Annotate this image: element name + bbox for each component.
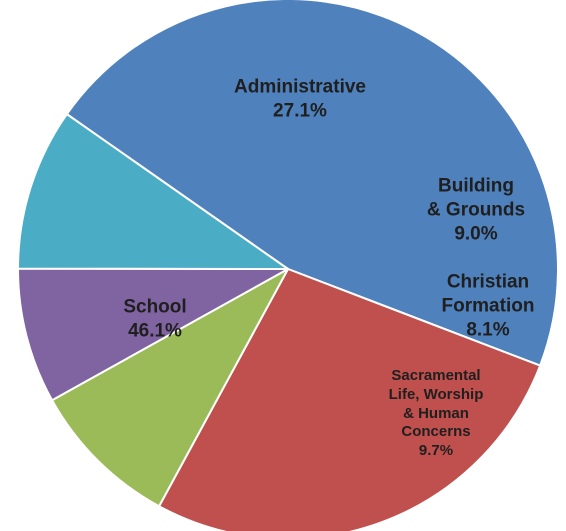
slice-label-christian-formation: Christian Formation 8.1% xyxy=(442,270,535,341)
slice-label-value: 27.1% xyxy=(273,100,327,121)
slice-label-value: 8.1% xyxy=(466,318,510,340)
slice-label-name-line: Building xyxy=(438,175,514,197)
slice-label-value: 46.1% xyxy=(128,320,182,341)
slice-label-name-line: School xyxy=(123,296,187,318)
slice-label-name-line: Concerns xyxy=(401,423,471,441)
slice-label-school: School 46.1% xyxy=(123,295,186,343)
pie-slice-christian-formation xyxy=(16,267,289,402)
slice-label-name-line: & Human xyxy=(403,404,469,422)
pie-slice-sacramental-life xyxy=(17,113,289,270)
slice-label-sacramental-life: Sacramental Life, Worship & Human Concerns 9… xyxy=(389,367,484,461)
slice-label-name-line: & Grounds xyxy=(426,199,526,221)
slice-label-name-line: Formation xyxy=(441,295,535,317)
pie-slice-administrative xyxy=(158,268,542,531)
pie-slice-building-grounds xyxy=(51,268,289,508)
slice-label-name-line: Life, Worship xyxy=(388,385,484,403)
slice-label-value: 9.0% xyxy=(454,222,498,244)
slice-label-value: 9.7% xyxy=(418,442,454,460)
pie-slice-school xyxy=(65,0,559,367)
slice-label-name-line: Christian xyxy=(446,271,530,293)
slice-label-administrative: Administrative 27.1% xyxy=(234,75,366,123)
slice-label-name-line: Administrative xyxy=(234,76,366,98)
slice-label-building-grounds: Building & Grounds 9.0% xyxy=(427,174,525,245)
slice-label-name-line: Sacramental xyxy=(391,367,481,385)
